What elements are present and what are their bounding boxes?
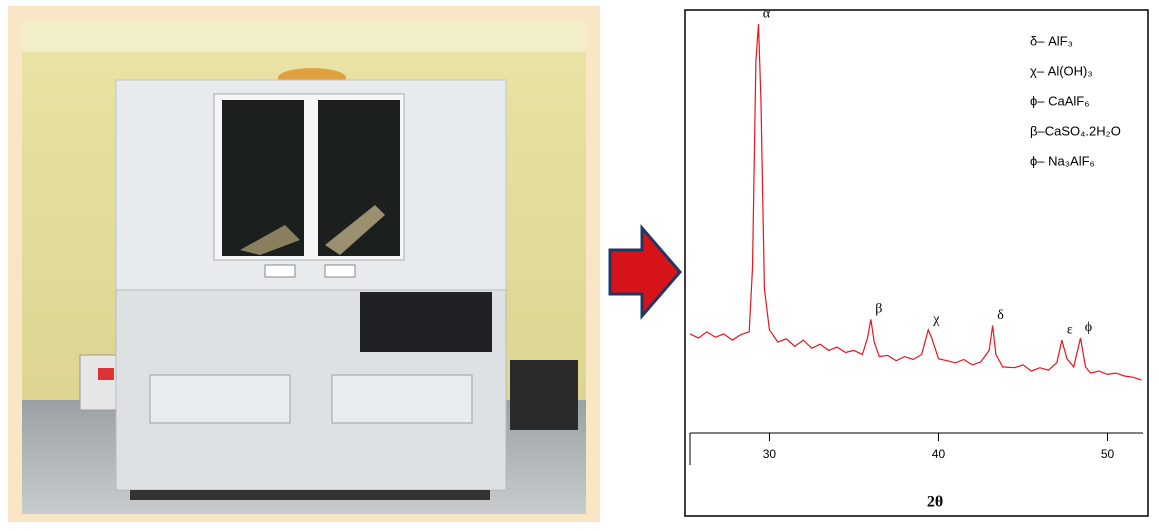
x-tick-label: 30 [763,447,777,461]
handle [264,264,296,278]
side-light [98,368,114,380]
peak-label: ϕ [1085,320,1092,335]
legend-text: δ– AlF₃ [1030,33,1073,48]
handle [324,264,356,278]
x-tick-label: 40 [932,447,946,461]
peak-label: α [763,6,771,21]
photo [8,6,600,522]
peak-label: δ [997,308,1004,323]
arrow [608,223,682,321]
side-device [79,354,121,411]
window-left [222,100,304,256]
ceiling [22,22,586,52]
chart-frame [684,9,1149,517]
x-tick-label: 50 [1101,447,1115,461]
control-panel [360,292,492,352]
legend-text: ϕ– CaAlF₆ [1030,93,1089,108]
data-line [689,24,1142,381]
goniometer [240,225,300,255]
machine-foot [130,490,490,500]
x-axis-label: 2θ [927,494,943,511]
legend-text: ϕ– Na₃AlF₆ [1030,153,1095,168]
vent [149,374,291,424]
goniometer-arm [325,205,385,255]
peak-label: χ [932,312,940,327]
side-box [510,360,578,430]
legend-text: β–CaSO₄.2H₂O [1030,123,1121,138]
legend-text: χ– Al(OH)₃ [1030,63,1093,78]
peak-label: ε [1067,322,1073,337]
vent [331,374,473,424]
peak-label: β [875,302,882,317]
